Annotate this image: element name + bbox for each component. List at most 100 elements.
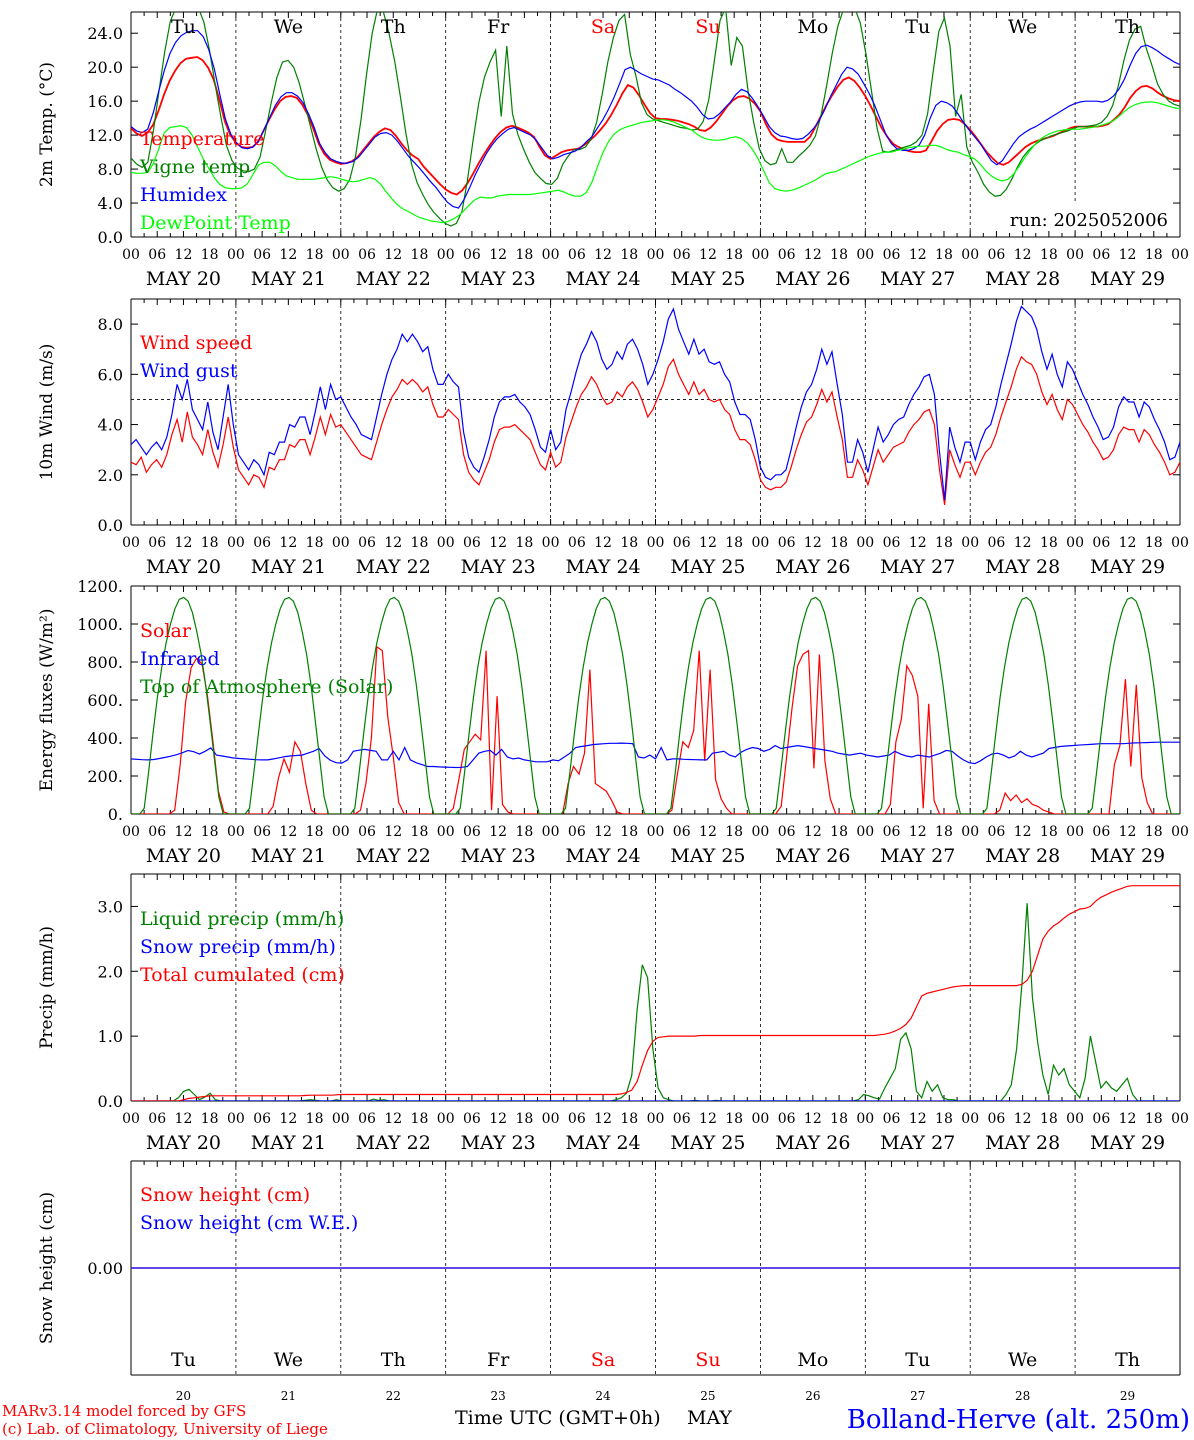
date-label: MAY 28	[985, 1132, 1060, 1154]
hour-tick-label: 18	[935, 247, 953, 263]
hour-tick-label: 06	[253, 247, 271, 263]
hour-tick-label: 00	[437, 1111, 455, 1127]
hour-tick-label: 18	[1145, 1111, 1163, 1127]
day-name-label: Th	[1115, 1349, 1140, 1371]
date-label: MAY 29	[1090, 556, 1165, 578]
hour-tick-label: 12	[175, 535, 193, 551]
hour-tick-label: 12	[594, 535, 612, 551]
hour-tick-label: 18	[1145, 247, 1163, 263]
hour-tick-label: 00	[227, 535, 245, 551]
hour-tick-label: 00	[1171, 1111, 1189, 1127]
hour-tick-label: 12	[1014, 535, 1032, 551]
hour-tick-label: 12	[279, 535, 297, 551]
hour-tick-label: 12	[1014, 824, 1032, 840]
hour-tick-label: 06	[568, 824, 586, 840]
y-tick-label: 2.0	[98, 962, 123, 981]
hour-tick-label: 06	[1092, 247, 1110, 263]
hour-tick-label: 00	[227, 1111, 245, 1127]
day-name-label: Mo	[797, 1349, 828, 1371]
hour-tick-label: 06	[1092, 535, 1110, 551]
hour-tick-label: 00	[542, 1111, 560, 1127]
hour-tick-label: 18	[515, 1111, 533, 1127]
hour-tick-label: 06	[463, 1111, 481, 1127]
date-label: MAY 22	[356, 556, 431, 578]
hour-tick-label: 06	[463, 535, 481, 551]
hour-tick-label: 12	[1119, 535, 1137, 551]
hour-tick-label: 12	[384, 824, 402, 840]
hour-tick-label: 00	[122, 1111, 140, 1127]
hour-tick-label: 12	[804, 824, 822, 840]
y-tick-label: 8.0	[98, 160, 123, 179]
hour-tick-label: 18	[935, 824, 953, 840]
day-name-label: We	[274, 1349, 303, 1371]
series-line-liquid-precip-mm-h-	[131, 903, 1180, 1101]
legend-entry: Temperature	[140, 128, 264, 150]
y-tick-label: 12.0	[87, 126, 123, 145]
legend-entry: Infrared	[140, 648, 220, 670]
hour-tick-label: 18	[515, 824, 533, 840]
hour-tick-label: 18	[306, 824, 324, 840]
hour-tick-label: 06	[778, 535, 796, 551]
hour-tick-label: 18	[201, 247, 219, 263]
date-label: MAY 27	[880, 556, 955, 578]
day-name-label: We	[274, 16, 303, 38]
legend-entry: Snow precip (mm/h)	[140, 936, 336, 958]
legend-entry: Wind gust	[140, 360, 238, 382]
model-credit: MARv3.14 model forced by GFS	[2, 1402, 246, 1420]
hour-tick-label: 00	[227, 824, 245, 840]
y-tick-label: 1.0	[98, 1027, 123, 1046]
date-label: MAY 29	[1090, 1132, 1165, 1154]
panel-4: 0.0 1.0 2.0 3.0 Precip (mm/h) Liquid precip (…	[37, 873, 1189, 1154]
day-name-label: Su	[695, 1349, 720, 1371]
y-tick-label: 6.0	[98, 365, 123, 384]
y-tick-label: 0.0	[98, 1092, 123, 1111]
date-label: MAY 24	[565, 268, 640, 290]
legend-entry: Top of Atmosphere (Solar)	[140, 676, 393, 698]
date-label: MAY 26	[775, 556, 850, 578]
day-name-label: Tu	[171, 16, 196, 38]
hour-tick-label: 12	[279, 824, 297, 840]
hour-tick-label: 06	[883, 535, 901, 551]
hour-tick-label: 00	[961, 824, 979, 840]
hour-tick-label: 00	[332, 535, 350, 551]
hour-tick-label: 12	[699, 824, 717, 840]
hour-tick-label: 00	[647, 1111, 665, 1127]
hour-tick-label: 06	[253, 1111, 271, 1127]
hour-tick-label: 12	[594, 247, 612, 263]
hour-tick-label: 06	[148, 1111, 166, 1127]
legend-entry: Total cumulated (cm)	[140, 964, 345, 986]
y-tick-label: 4.0	[98, 194, 123, 213]
date-label: MAY 21	[251, 845, 326, 867]
hour-tick-label: 06	[148, 824, 166, 840]
hour-tick-label: 00	[1066, 247, 1084, 263]
hour-tick-label: 12	[489, 247, 507, 263]
y-tick-label: 0.0	[98, 516, 123, 535]
y-tick-label: 400.	[87, 729, 123, 748]
series-line-top-of-atmosphere-solar-	[131, 596, 1180, 814]
date-label: MAY 21	[251, 268, 326, 290]
hour-tick-label: 00	[856, 535, 874, 551]
date-label: MAY 27	[880, 1132, 955, 1154]
y-tick-label: 1200.	[77, 577, 123, 596]
day-name-label: Su	[695, 16, 720, 38]
hour-tick-label: 00	[1171, 535, 1189, 551]
y-axis-label: Energy fluxes (W/m²)	[37, 609, 57, 792]
hour-tick-label: 18	[1040, 247, 1058, 263]
hour-tick-label: 12	[279, 1111, 297, 1127]
series-line-dewpoint-temp	[131, 101, 1180, 224]
hour-tick-label: 18	[201, 1111, 219, 1127]
hour-tick-label: 00	[856, 824, 874, 840]
hour-tick-label: 00	[647, 247, 665, 263]
hour-tick-label: 12	[1014, 1111, 1032, 1127]
hour-tick-label: 00	[437, 824, 455, 840]
hour-tick-label: 18	[830, 824, 848, 840]
hour-tick-label: 06	[988, 824, 1006, 840]
hour-tick-label: 12	[699, 247, 717, 263]
hour-tick-label: 00	[751, 247, 769, 263]
x-axis-label: Time UTC (GMT+0h)	[455, 1407, 661, 1429]
hour-tick-label: 18	[306, 1111, 324, 1127]
date-label: MAY 24	[565, 845, 640, 867]
hour-tick-label: 12	[909, 1111, 927, 1127]
hour-tick-label: 06	[463, 824, 481, 840]
hour-tick-label: 18	[620, 824, 638, 840]
